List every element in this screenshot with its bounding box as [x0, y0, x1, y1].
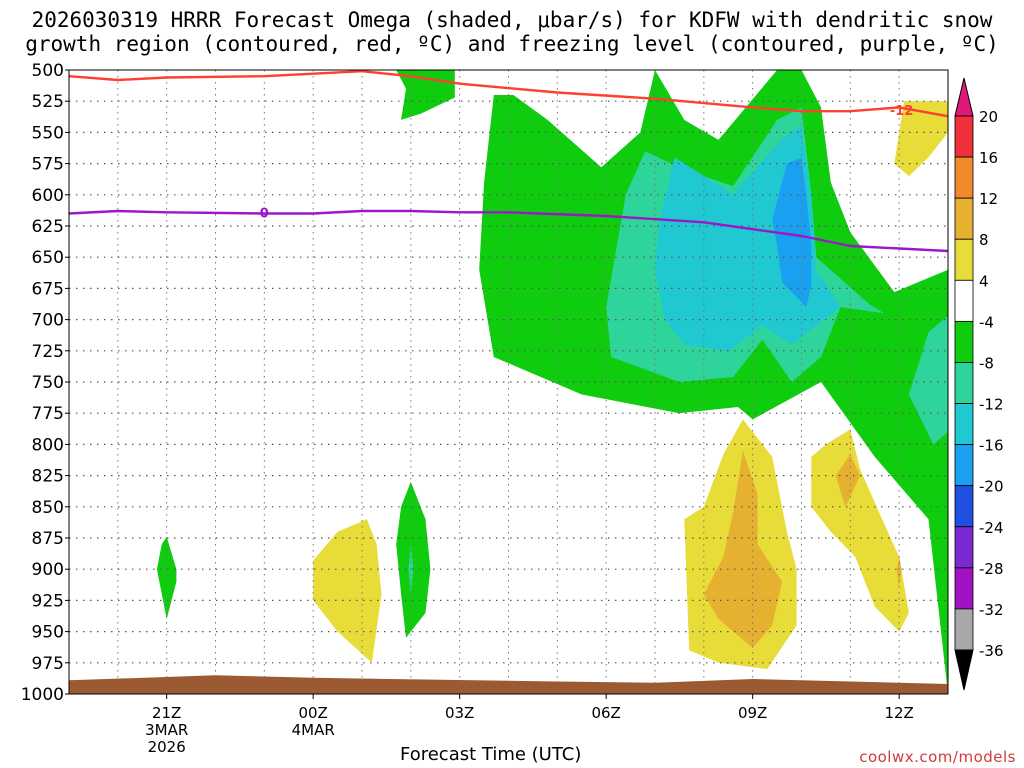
omega-region-orange-right — [835, 454, 861, 507]
y-tick-label: 825 — [32, 467, 64, 487]
x-tick-label: 09Z — [738, 704, 767, 722]
omega-region-teal-right — [908, 315, 948, 445]
x-tick-label: 12Z — [884, 704, 913, 722]
y-tick-label: 1000 — [21, 685, 64, 705]
colorbar-segment — [954, 238, 974, 281]
x-tick-sublabel-year: 2026 — [148, 738, 186, 756]
x-tick-label: 21Z — [152, 704, 181, 722]
freezing-level-label: 0 — [260, 206, 269, 221]
colorbar-level-label: -32 — [979, 601, 1004, 619]
grid-lines — [69, 70, 948, 694]
omega-region-orange-right-small — [896, 556, 902, 588]
y-tick-label: 875 — [32, 529, 64, 549]
y-tick-label: 900 — [32, 560, 64, 580]
freezing-level-line — [69, 209, 948, 253]
colorbar-segment — [954, 279, 974, 322]
y-tick-label: 850 — [32, 498, 64, 518]
y-tick-label: 525 — [32, 92, 64, 112]
colorbar-level-label: -8 — [979, 354, 994, 372]
colorbar-level-label: -20 — [979, 478, 1004, 496]
omega-region-green-small-02z — [396, 481, 431, 638]
omega-region-blue-core — [772, 157, 812, 308]
y-tick-label: 650 — [32, 248, 64, 268]
y-tick-label: 575 — [32, 155, 64, 175]
y-tick-label: 500 — [32, 61, 64, 81]
x-tick-label: 03Z — [445, 704, 474, 722]
omega-region-green-small-21z — [156, 536, 177, 620]
colorbar-level-label: 20 — [979, 108, 998, 126]
colorbar-segment — [954, 608, 974, 651]
dendritic-isotherm-line — [69, 70, 948, 118]
colorbar-segment — [954, 485, 974, 528]
omega-region-yellow-upper-right — [894, 101, 948, 177]
colorbar-top-arrow — [954, 77, 974, 117]
colorbar-segment — [954, 444, 974, 487]
chart-title-line-1: 2026030319 HRRR Forecast Omega (shaded, … — [31, 8, 993, 32]
colorbar-level-label: -16 — [979, 437, 1004, 455]
y-tick-label: 750 — [32, 373, 64, 393]
colorbar-level-label: 16 — [979, 149, 998, 167]
omega-region-orange-lower — [703, 450, 782, 648]
colorbar: 20 16 12 8 4 -4 -8 -12 -16 -20 -24 -28 -32 -36 — [954, 77, 1004, 691]
colorbar-level-label: 12 — [979, 190, 998, 208]
y-tick-label: 675 — [32, 279, 64, 299]
omega-region-yellow-right-2 — [811, 429, 909, 632]
y-tick-label: 950 — [32, 623, 64, 643]
colorbar-level-label: -36 — [979, 642, 1004, 660]
colorbar-segment — [954, 197, 974, 240]
x-axis-label: Forecast Time (UTC) — [400, 744, 582, 765]
colorbar-level-label: -4 — [979, 313, 994, 331]
colorbar-segment — [954, 403, 974, 446]
colorbar-segment — [954, 567, 974, 610]
y-axis-ticks: 500 525 550 575 600 625 650 675 700 725 750 775 800 8… — [21, 61, 69, 705]
x-tick-sublabel-date: 3MAR — [145, 721, 188, 739]
colorbar-segment — [954, 156, 974, 199]
colorbar-level-label: -24 — [979, 519, 1004, 537]
chart-title-line-2: growth region (contoured, red, ºC) and f… — [25, 32, 999, 56]
y-tick-label: 725 — [32, 342, 64, 362]
x-tick-sublabel-date: 4MAR — [292, 721, 335, 739]
credit-text[interactable]: coolwx.com/models — [859, 748, 1016, 766]
x-tick-label: 06Z — [591, 704, 620, 722]
y-tick-label: 925 — [32, 591, 64, 611]
colorbar-level-label: 8 — [979, 231, 989, 249]
colorbar-level-label: -12 — [979, 396, 1004, 414]
y-tick-label: 550 — [32, 123, 64, 143]
colorbar-segment — [954, 362, 974, 404]
omega-region-yellow-small-00z — [313, 519, 382, 663]
y-tick-label: 700 — [32, 311, 64, 331]
y-tick-label: 775 — [32, 404, 64, 424]
colorbar-segment — [954, 526, 974, 569]
colorbar-bottom-arrow — [954, 649, 974, 691]
colorbar-level-label: -28 — [979, 560, 1004, 578]
y-tick-label: 800 — [32, 435, 64, 455]
ground-surface — [69, 675, 948, 694]
contour-lines — [69, 70, 948, 253]
ground-strip — [69, 675, 948, 694]
colorbar-segment — [954, 115, 974, 158]
colorbar-segment — [954, 320, 974, 363]
y-tick-label: 975 — [32, 654, 64, 674]
x-tick-label: 00Z — [298, 704, 327, 722]
dendritic-isotherm-label: -12 — [890, 104, 914, 119]
colorbar-level-label: 4 — [979, 272, 989, 290]
contour-labels: -12 0 — [260, 104, 914, 221]
y-tick-label: 625 — [32, 217, 64, 237]
omega-shaded-regions — [156, 70, 948, 694]
y-tick-label: 600 — [32, 186, 64, 206]
